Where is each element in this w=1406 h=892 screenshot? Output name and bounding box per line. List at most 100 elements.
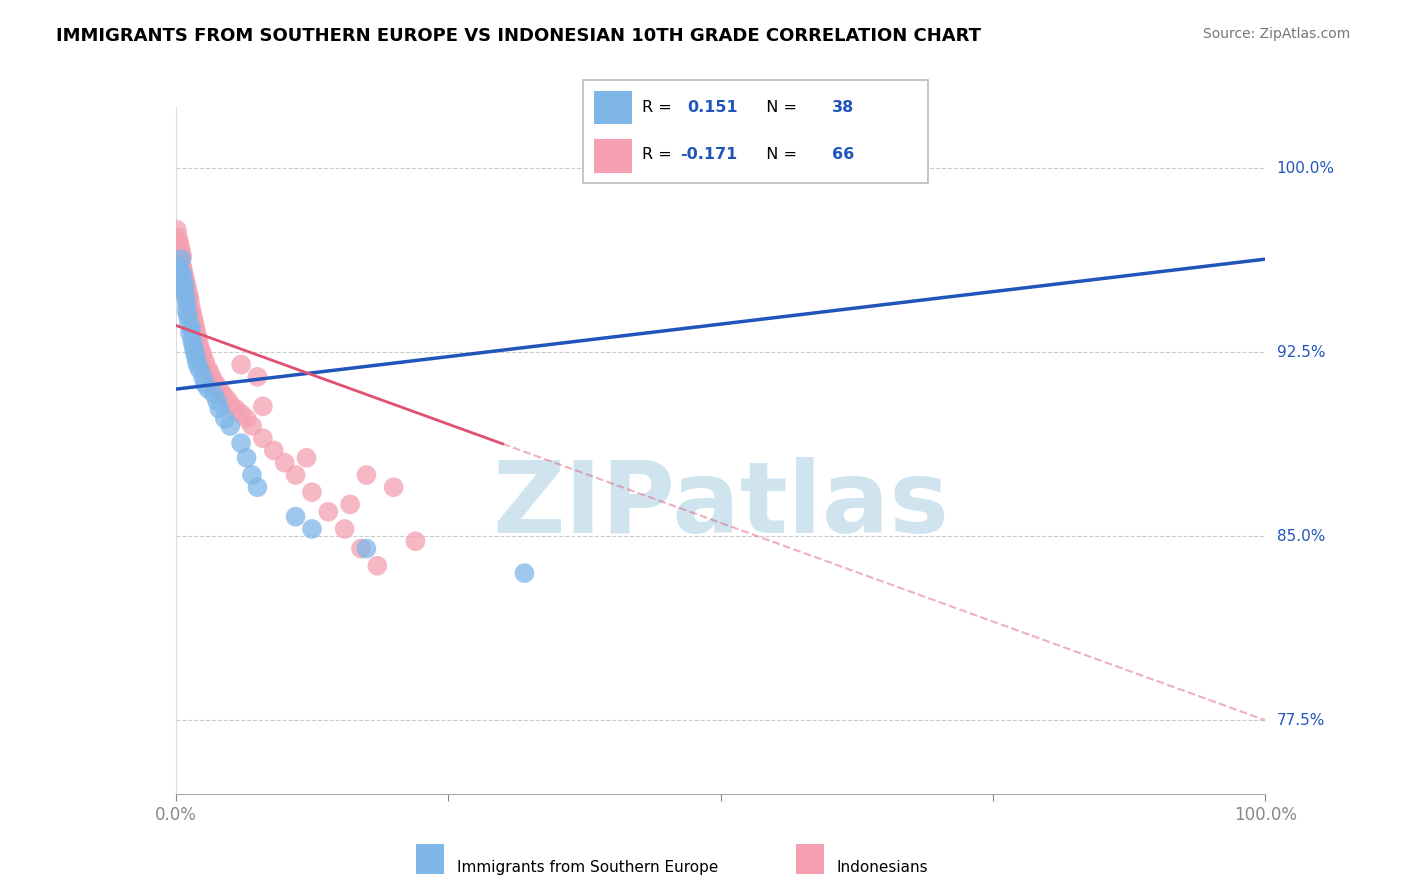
Point	[231, 358, 253, 372]
Point	[169, 252, 191, 266]
Point	[177, 293, 200, 308]
Point	[172, 264, 194, 278]
Text: 92.5%: 92.5%	[1277, 345, 1324, 359]
Point	[235, 450, 257, 465]
Point	[167, 235, 190, 249]
Point	[231, 407, 253, 421]
Point	[177, 299, 200, 313]
Point	[333, 522, 356, 536]
Point	[513, 566, 536, 581]
Point	[166, 223, 188, 237]
Point	[191, 350, 214, 364]
Text: ZIPatlas: ZIPatlas	[492, 457, 949, 554]
Point	[170, 257, 193, 271]
Text: 77.5%: 77.5%	[1277, 713, 1324, 728]
Point	[186, 358, 209, 372]
Point	[176, 289, 198, 303]
Point	[186, 352, 208, 367]
Point	[252, 431, 274, 445]
Point	[225, 401, 247, 416]
Point	[180, 301, 202, 316]
Point	[301, 522, 323, 536]
Point	[180, 320, 202, 334]
Point	[284, 509, 307, 524]
Point	[191, 369, 214, 384]
Point	[194, 377, 217, 392]
Point	[240, 418, 263, 433]
Point	[172, 267, 194, 281]
Point	[208, 401, 231, 416]
Point	[173, 269, 195, 284]
Point	[170, 244, 193, 259]
Point	[177, 309, 200, 323]
Point	[263, 443, 285, 458]
Point	[197, 362, 219, 376]
Point	[181, 311, 204, 326]
Point	[172, 269, 194, 284]
Point	[301, 485, 323, 500]
Point	[167, 247, 190, 261]
Point	[197, 382, 219, 396]
Point	[205, 394, 228, 409]
Point	[339, 497, 361, 511]
Point	[172, 260, 194, 274]
Point	[202, 387, 225, 401]
Point	[173, 279, 195, 293]
Text: -0.171: -0.171	[681, 147, 737, 162]
Point	[183, 343, 205, 357]
Text: N =: N =	[756, 147, 801, 162]
Point	[181, 306, 204, 320]
Point	[177, 316, 200, 330]
Bar	[593, 139, 631, 173]
Point	[191, 345, 214, 359]
Text: 85.0%: 85.0%	[1277, 529, 1324, 544]
Point	[350, 541, 373, 556]
Point	[176, 303, 198, 318]
Point	[176, 279, 198, 293]
Point	[231, 436, 253, 450]
Text: R =: R =	[643, 147, 676, 162]
Point	[167, 230, 190, 244]
Point	[200, 368, 222, 382]
Point	[318, 505, 340, 519]
Point	[172, 274, 194, 288]
Point	[240, 467, 263, 482]
Point	[219, 418, 242, 433]
Point	[169, 240, 191, 254]
Text: N =: N =	[756, 100, 801, 115]
Text: Source: ZipAtlas.com: Source: ZipAtlas.com	[1202, 27, 1350, 41]
Text: Immigrants from Southern Europe: Immigrants from Southern Europe	[457, 860, 718, 874]
Point	[170, 252, 193, 266]
Point	[167, 260, 190, 274]
Point	[215, 392, 238, 406]
Point	[167, 264, 190, 278]
Point	[194, 355, 217, 369]
Point	[235, 411, 257, 425]
Point	[356, 541, 378, 556]
Point	[274, 456, 297, 470]
Point	[179, 326, 201, 340]
Point	[356, 467, 378, 482]
Point	[405, 534, 427, 549]
Point	[181, 333, 204, 347]
Text: 100.0%: 100.0%	[1277, 161, 1334, 176]
Point	[174, 274, 197, 288]
Point	[382, 480, 405, 494]
Point	[176, 296, 198, 310]
Point	[366, 558, 388, 573]
Point	[183, 316, 205, 330]
Point	[173, 279, 195, 293]
Point	[186, 330, 209, 344]
Point	[177, 289, 200, 303]
Point	[174, 284, 197, 298]
Text: 38: 38	[831, 100, 853, 115]
Point	[211, 387, 233, 401]
Point	[187, 335, 209, 350]
Point	[167, 240, 190, 254]
Point	[186, 326, 208, 340]
Point	[219, 397, 242, 411]
Point	[201, 372, 224, 386]
Point	[246, 369, 269, 384]
Point	[252, 399, 274, 413]
Point	[172, 250, 194, 264]
